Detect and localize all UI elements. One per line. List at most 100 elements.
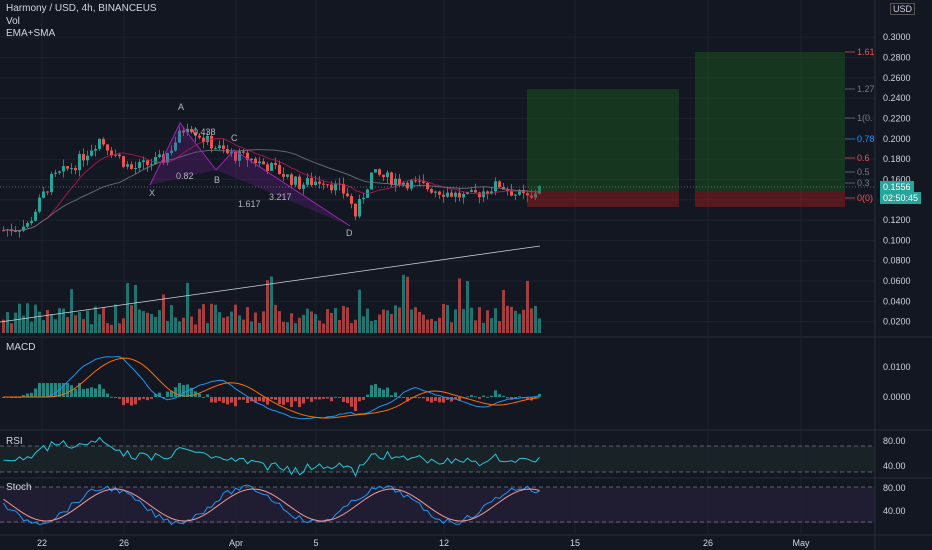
harmonic-ratio: 1.617 [238, 199, 261, 209]
macd-histogram-bar [146, 397, 149, 401]
candle-body [218, 145, 221, 149]
candle-body [74, 168, 77, 171]
candle-body [490, 191, 493, 194]
price-axis-tick: 0.0200 [883, 317, 911, 327]
candle-body [278, 165, 281, 175]
price-axis-tick: 0.2600 [883, 73, 911, 83]
price-axis-tick: 0.1000 [883, 235, 911, 245]
macd-histogram-bar [374, 383, 377, 397]
candle-body [142, 160, 145, 163]
volume-bar [118, 323, 121, 333]
macd-histogram-bar [398, 396, 401, 398]
trend-line [0, 245, 541, 323]
currency-label[interactable]: USD [890, 3, 916, 15]
harmonic-point-d: D [346, 228, 353, 238]
macd-histogram-bar [238, 397, 241, 400]
x-axis-tick: 26 [703, 538, 713, 548]
macd-histogram-bar [26, 393, 29, 397]
volume-bar [198, 308, 201, 333]
volume-bar [22, 315, 25, 333]
volume-bar [182, 317, 185, 333]
volume-bar [178, 321, 181, 333]
volume-bar [214, 304, 217, 333]
macd-histogram-bar [202, 397, 205, 398]
volume-bar [362, 316, 365, 333]
volume-bar [514, 310, 517, 333]
volume-bar [122, 318, 125, 333]
macd-histogram-bar [382, 389, 385, 397]
candle-body [402, 182, 405, 185]
volume-bar [154, 316, 157, 333]
volume-bar [230, 311, 233, 333]
candle-body [434, 191, 437, 193]
volume-bar [418, 311, 421, 333]
macd-histogram-bar [218, 397, 221, 402]
volume-bar [74, 315, 77, 333]
macd-histogram-bar [494, 390, 497, 397]
fib-level-label: 0.6 [857, 153, 870, 163]
volume-bar [346, 307, 349, 333]
volume-bar [478, 307, 481, 333]
stoch-pane-label: Stoch [6, 482, 32, 493]
candle-body [370, 172, 373, 190]
stoch-axis-tick: 40.00 [883, 506, 906, 516]
macd-histogram-bar [414, 397, 417, 399]
candle-body [290, 174, 293, 185]
volume-indicator-label[interactable]: Vol [6, 16, 20, 27]
candle-body [438, 191, 441, 195]
macd-histogram-bar [74, 389, 77, 397]
volume-bar [334, 308, 337, 333]
macd-histogram-bar [42, 383, 45, 397]
volume-bar [386, 310, 389, 333]
volume-bar [58, 308, 61, 333]
volume-bar [338, 319, 341, 333]
rsi-axis-tick: 80.00 [883, 436, 906, 446]
candle-body [530, 195, 533, 198]
candle-body [166, 153, 169, 163]
volume-bar [374, 320, 377, 333]
candle-body [54, 172, 57, 174]
candle-body [526, 193, 529, 196]
volume-bar [254, 312, 257, 333]
macd-histogram-bar [518, 396, 521, 398]
macd-histogram-bar [302, 397, 305, 404]
volume-bar [494, 308, 497, 333]
candle-body [222, 145, 225, 149]
macd-histogram-bar [310, 397, 313, 402]
candle-body [410, 180, 413, 189]
candle-body [458, 192, 461, 198]
candle-body [86, 155, 89, 161]
volume-bar [42, 320, 45, 333]
candle-body [70, 168, 73, 170]
macd-histogram-bar [274, 397, 277, 400]
candle-body [442, 194, 445, 197]
rsi-band [0, 446, 875, 472]
macd-histogram-bar [222, 397, 225, 403]
candle-body [350, 196, 353, 204]
long-position-target [695, 52, 845, 191]
volume-bar [110, 324, 113, 333]
price-axis-tick: 0.0800 [883, 256, 911, 266]
ema-sma-indicator-label[interactable]: EMA+SMA [6, 28, 56, 39]
candle-body [182, 130, 185, 133]
macd-histogram-bar [86, 388, 89, 397]
volume-bar [150, 313, 153, 333]
macd-histogram-bar [418, 397, 421, 399]
macd-histogram-bar [406, 397, 409, 402]
volume-bar [142, 311, 145, 333]
candle-body [22, 226, 25, 231]
macd-histogram-bar [282, 397, 285, 405]
candle-body [38, 197, 41, 212]
candle-body [298, 176, 301, 189]
harmonic-ratio: 3.217 [269, 192, 292, 202]
volume-bar [390, 313, 393, 333]
volume-bar [314, 314, 317, 333]
candle-body [102, 138, 105, 145]
macd-histogram-bar [98, 384, 101, 397]
macd-histogram-bar [330, 397, 333, 402]
macd-histogram-bar [286, 397, 289, 403]
candle-body [306, 178, 309, 185]
candle-body [286, 174, 289, 177]
volume-bar [114, 304, 117, 333]
